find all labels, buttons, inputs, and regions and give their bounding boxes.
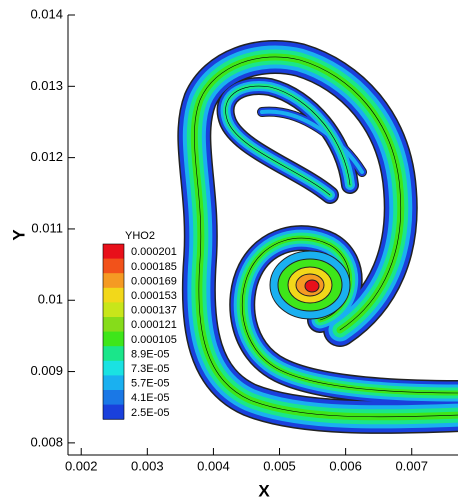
x-tick-label: 0.007	[395, 458, 428, 473]
x-tick-label: 0.005	[263, 458, 296, 473]
legend-box	[102, 243, 125, 420]
legend-label: 0.000185	[131, 261, 177, 273]
legend-swatch	[103, 346, 124, 362]
legend-label: 2.5E-05	[131, 407, 170, 419]
x-axis-title: X	[258, 481, 270, 500]
legend-label: 7.3E-05	[131, 363, 170, 375]
x-tick-label: 0.006	[329, 458, 362, 473]
legend-swatch	[103, 244, 124, 260]
y-tick-label: 0.013	[30, 78, 63, 93]
x-tick-label: 0.003	[131, 458, 164, 473]
legend-label: 8.9E-05	[131, 348, 170, 360]
legend-swatch	[103, 317, 124, 333]
legend-title: YHO2	[125, 230, 155, 242]
legend-label: 0.000121	[131, 319, 177, 331]
legend-swatch	[103, 302, 124, 318]
y-tick-label: 0.008	[30, 434, 63, 449]
legend-swatch	[103, 258, 124, 274]
y-tick-label: 0.012	[30, 149, 63, 164]
legend-label: 0.000169	[131, 275, 177, 287]
legend-swatch	[103, 360, 124, 376]
y-tick-label: 0.011	[31, 220, 63, 235]
x-tick-label: 0.004	[197, 458, 230, 473]
legend-swatch	[103, 390, 124, 406]
x-tick-label: 0.002	[65, 458, 98, 473]
legend-label: 0.000201	[131, 246, 177, 258]
legend-label: 5.7E-05	[131, 378, 170, 390]
legend-swatch	[103, 287, 124, 303]
legend-label: 0.000137	[131, 305, 177, 317]
y-axis-title: Y	[9, 229, 28, 241]
contour-field	[194, 57, 458, 417]
y-tick-label: 0.009	[30, 363, 63, 378]
y-tick-label: 0.014	[30, 6, 63, 21]
legend-label: 0.000153	[131, 290, 177, 302]
legend-swatch	[103, 331, 124, 347]
legend-swatch	[103, 404, 124, 420]
legend-label: 4.1E-05	[131, 392, 170, 404]
legend-swatch	[103, 273, 124, 289]
y-tick-label: 0.01	[38, 292, 63, 307]
legend-swatch	[103, 375, 124, 391]
legend-label: 0.000105	[131, 334, 177, 346]
